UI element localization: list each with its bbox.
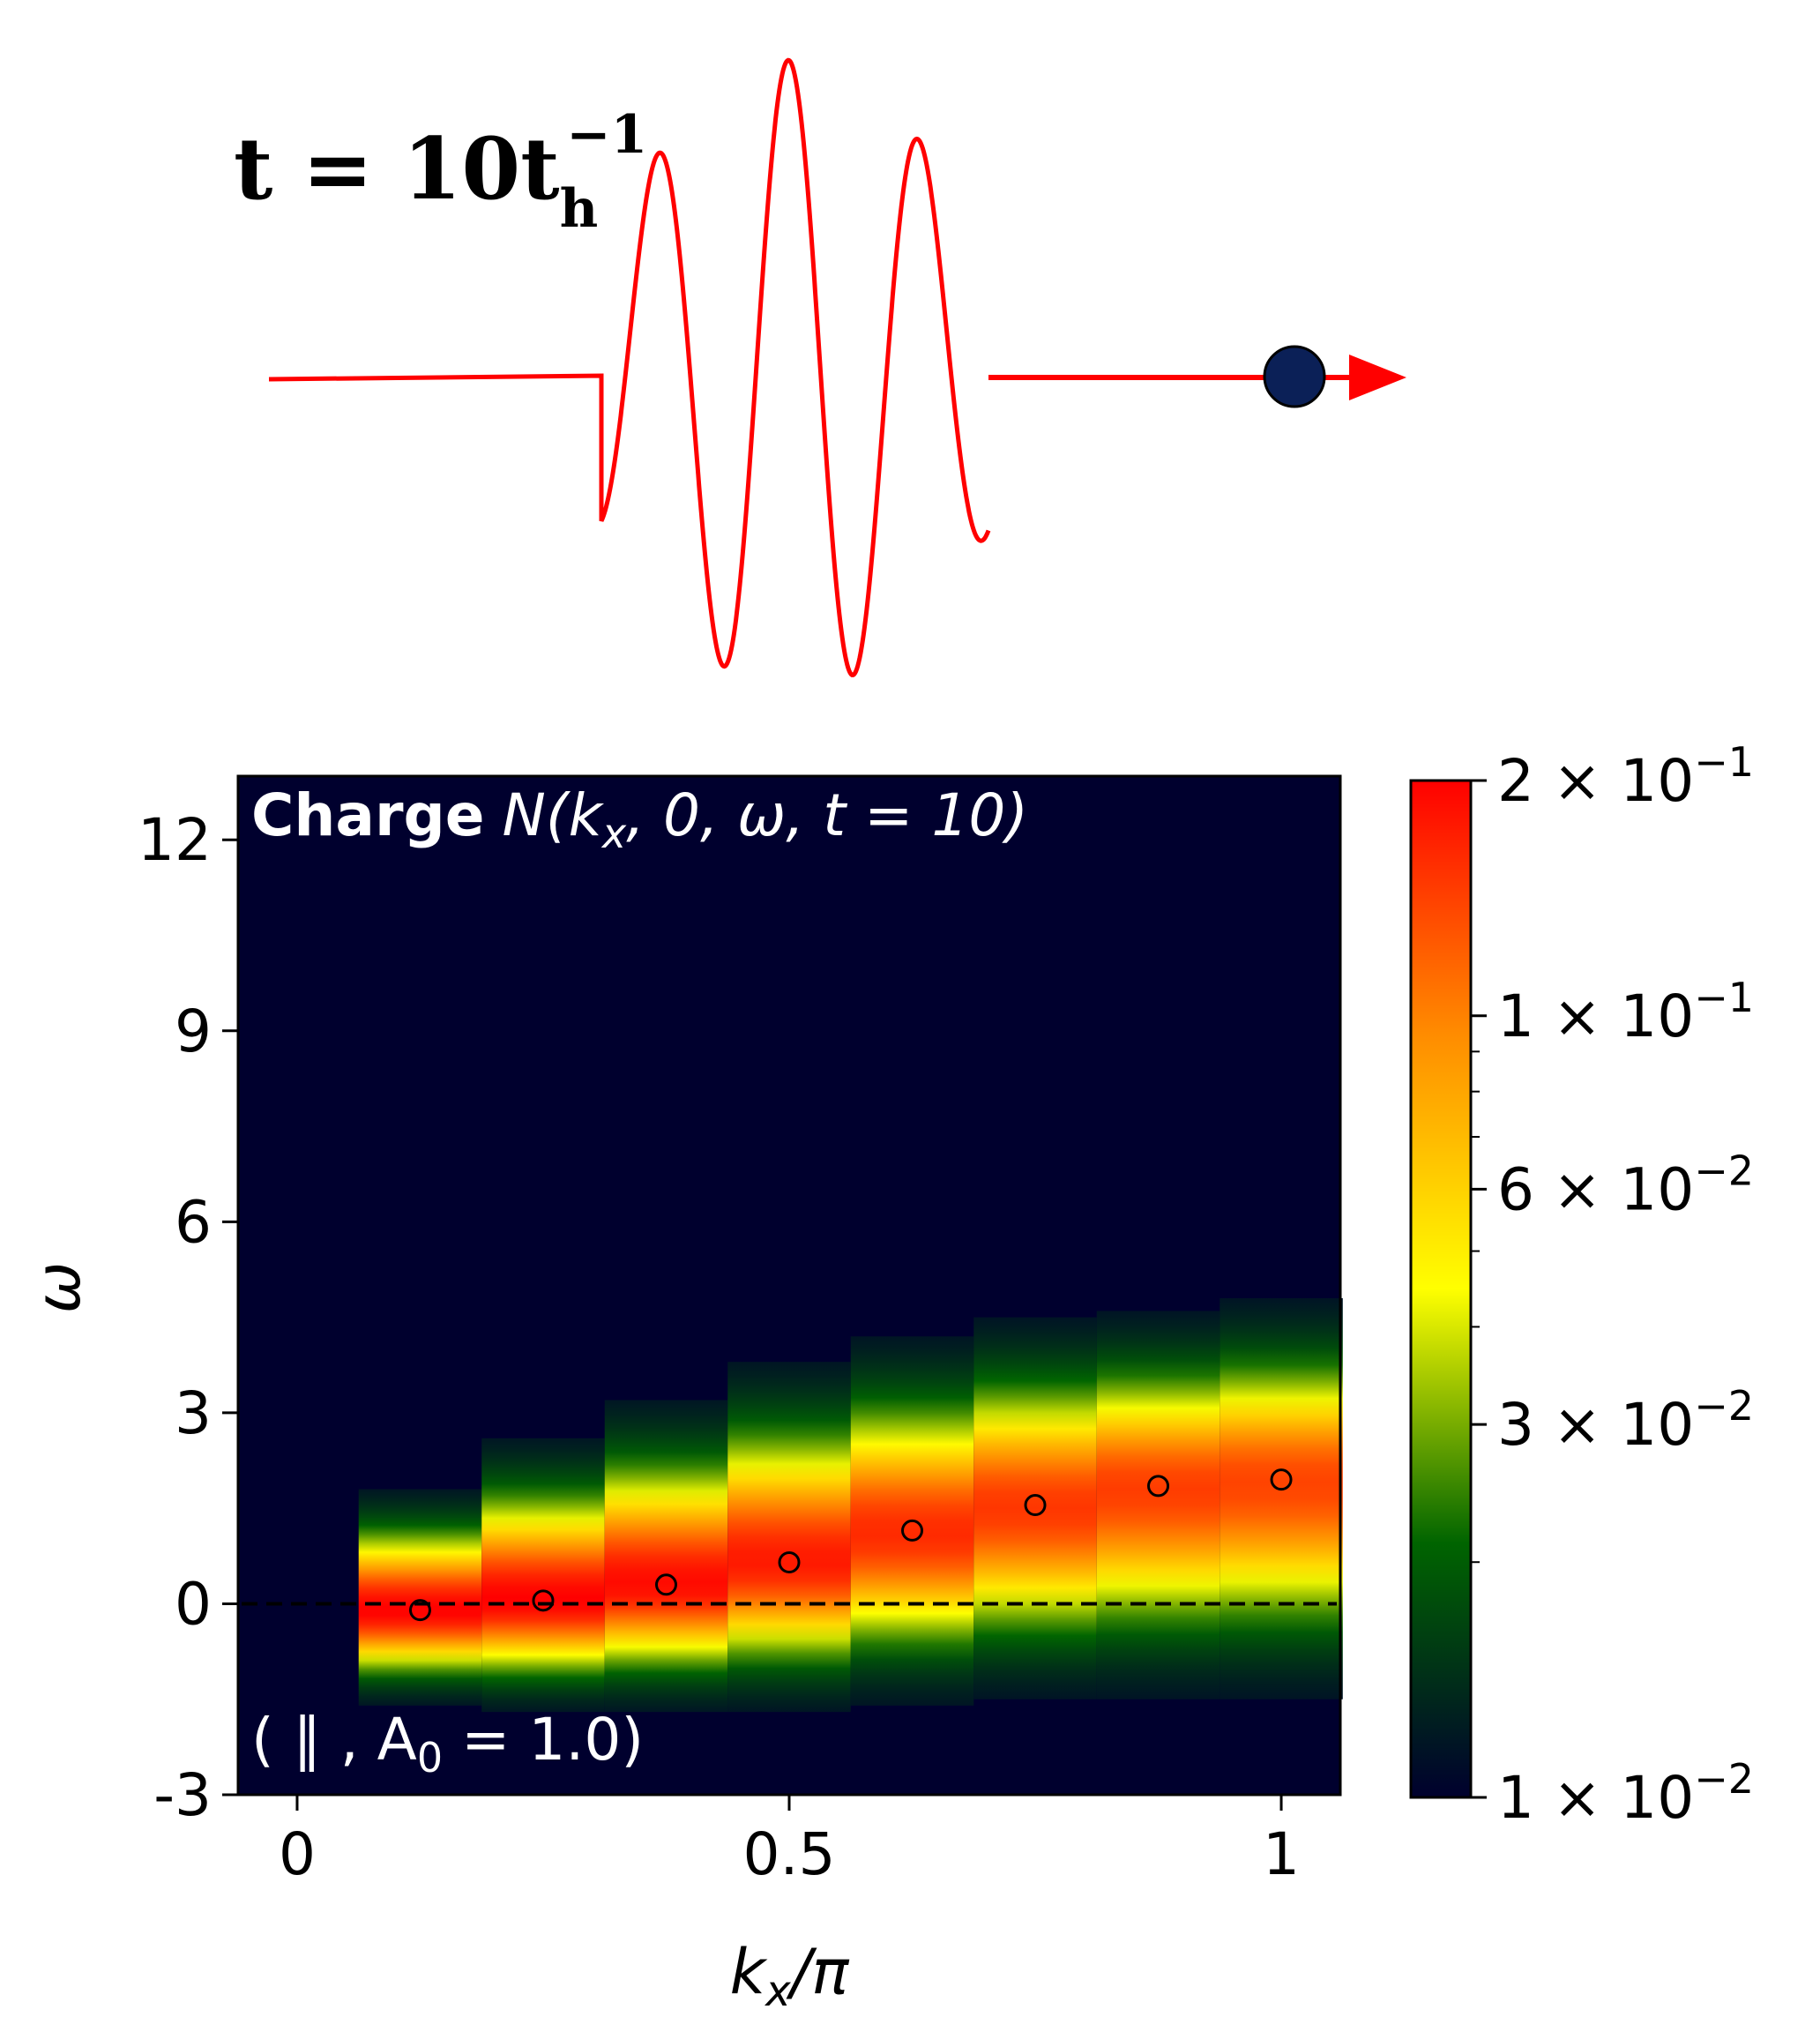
colorbar-gradient: [1409, 779, 1473, 1799]
colorbar-tick-label: 1 × 10−1: [1497, 974, 1754, 1050]
heatmap-column: [973, 1317, 1097, 1700]
y-tick-label: 9: [175, 997, 212, 1065]
particle-dot-icon: [1263, 345, 1326, 408]
heatmap-column: [481, 1438, 605, 1713]
y-tick-label: 12: [138, 806, 212, 874]
peak-marker: [1147, 1475, 1170, 1498]
peak-marker: [408, 1599, 431, 1622]
y-tick-label: 6: [175, 1188, 212, 1256]
annotation-bottom: ( ∥ , A0 = 1.0): [251, 1706, 644, 1782]
arrow-head-icon: [1349, 355, 1406, 400]
pulse-schematic: t = 10th−1: [234, 57, 1406, 677]
heatmap-column: [358, 1489, 482, 1706]
heatmap-columns: [358, 1297, 1343, 1713]
y-tick-label: 0: [175, 1570, 212, 1638]
heatmap-plot: Charge N(kx, 0, ω, t = 10) ( ∥ , A0 = 1.0…: [22, 774, 1343, 2016]
heatmap-column: [727, 1362, 851, 1713]
y-axis-label: ω: [22, 1262, 94, 1314]
y-axis-ticks: -3 0 3 6 9 12: [138, 806, 238, 1829]
x-axis-ticks: 0 0.5 1: [279, 1795, 1300, 1888]
heatmap-column: [1220, 1297, 1343, 1700]
y-tick-label: 3: [175, 1379, 212, 1447]
x-tick-label: 0: [279, 1820, 316, 1888]
peak-marker: [1270, 1468, 1293, 1491]
time-label: t = 10th−1: [234, 104, 647, 240]
peak-markers: [408, 1468, 1293, 1622]
heatmap-column: [1096, 1311, 1220, 1700]
colorbar-ticks: 2 × 10−1 1 × 10−1 6 × 10−2 3 × 10−2 1 × 10−2: [1471, 738, 1754, 1832]
colorbar-tick-label: 3 × 10−2: [1497, 1382, 1754, 1459]
peak-marker: [654, 1573, 677, 1596]
annotation-top: Charge N(kx, 0, ω, t = 10): [251, 781, 1028, 857]
colorbar-tick-label: 2 × 10−1: [1497, 738, 1754, 815]
colorbar: 2 × 10−1 1 × 10−1 6 × 10−2 3 × 10−2 1 × 10−2: [1409, 738, 1754, 1832]
peak-marker: [532, 1589, 555, 1612]
x-axis-label: kx/π: [730, 1936, 851, 2016]
y-tick-label: -3: [153, 1761, 212, 1829]
pulse-waveform: [268, 57, 991, 677]
peak-marker: [901, 1519, 924, 1542]
peak-marker: [1024, 1494, 1047, 1517]
peak-marker: [778, 1551, 801, 1574]
colorbar-tick-label: 6 × 10−2: [1497, 1147, 1754, 1223]
colorbar-tick-label: 1 × 10−2: [1497, 1755, 1754, 1832]
x-tick-label: 0.5: [743, 1820, 836, 1888]
heatmap-column: [604, 1400, 728, 1713]
x-tick-label: 1: [1263, 1820, 1300, 1888]
